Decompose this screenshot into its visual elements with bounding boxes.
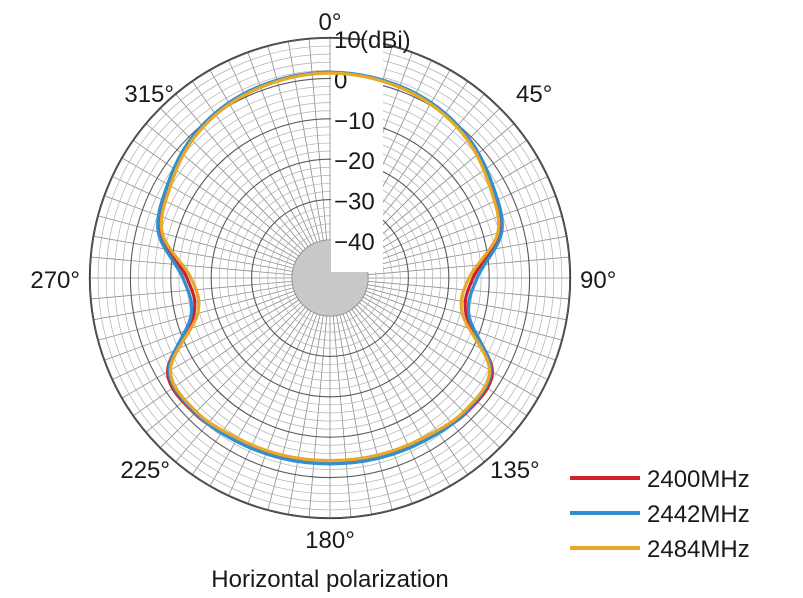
legend: 2400MHz 2442MHz 2484MHz [570,466,750,563]
ring-minor [218,166,442,390]
ring-minor [275,223,385,333]
angle-tick-label: 0° [319,9,342,36]
angle-tick-labels: 0° 45° 90° 135° 180° 225° 270° 315° [30,9,616,554]
series-line-2442MHz [156,70,504,466]
polar-grid [88,36,572,520]
ring-minor [267,215,393,341]
angle-tick-label: 315° [124,81,174,108]
radial-tick-label: 10 [334,27,361,54]
chart-subtitle: Horizontal polarization [211,566,448,593]
ring-major [129,77,531,479]
ring-minor [138,86,522,470]
angle-tick-label: 90° [580,267,616,294]
legend-label: 2400MHz [647,466,750,493]
ring-minor [113,61,547,495]
angle-tick-label: 135° [490,457,540,484]
legend-label: 2484MHz [647,536,750,563]
legend-label: 2442MHz [647,501,750,528]
angle-tick-label: 225° [120,457,170,484]
ring-minor [194,142,466,414]
ring-minor [259,207,401,349]
ring-minor [235,183,425,373]
ring-major [170,118,490,438]
ring-minor [202,150,458,406]
ring-major [89,37,571,519]
ring-minor [105,53,555,503]
ring-minor [283,231,377,325]
radial-unit-label: (dBi) [360,27,411,54]
radial-tick-label: −20 [334,148,375,175]
radial-tick-label: −30 [334,189,375,216]
ring-major [210,158,450,398]
ring-minor [121,69,539,487]
ring-minor [97,45,563,511]
ring-minor [178,126,482,430]
series-line-2484MHz [159,71,501,463]
angle-tick-label: 45° [516,81,552,108]
ring-major [251,199,409,357]
angle-tick-label: 180° [305,527,355,554]
series-curves [156,70,504,466]
ring-minor [243,191,417,365]
angle-tick-label: 270° [30,267,80,294]
radial-tick-label: −40 [334,229,375,256]
ring-minor [154,102,506,454]
ring-minor [227,175,433,381]
radial-tick-label: −10 [334,108,375,135]
ring-minor [162,110,498,446]
